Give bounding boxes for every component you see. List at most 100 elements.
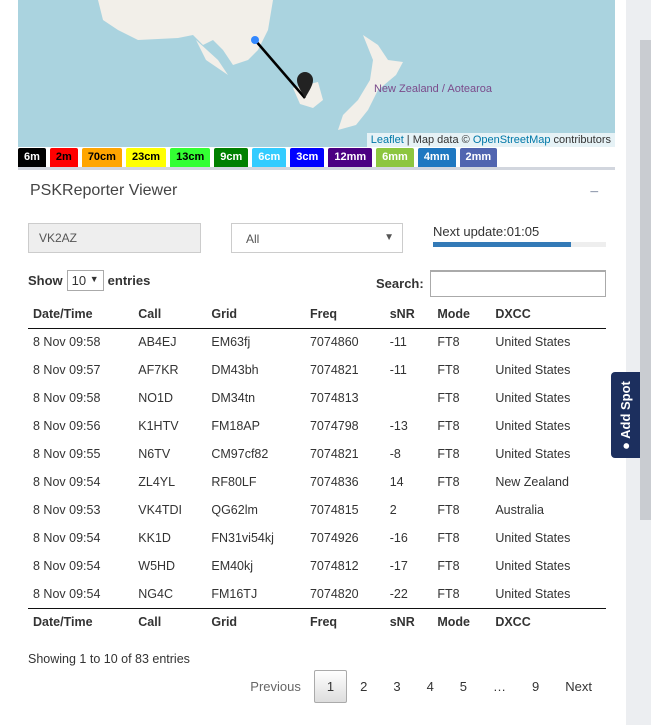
table-cell: 7074813 bbox=[309, 391, 359, 405]
table-row[interactable]: 8 Nov 09:58 AB4EJ EM63fj 7074860 -11 FT8 Unite… bbox=[28, 328, 606, 356]
table-cell: CM97cf82 bbox=[211, 447, 269, 461]
page-9[interactable]: 9 bbox=[532, 679, 540, 694]
band-9cm[interactable]: 9cm bbox=[214, 148, 249, 167]
filter-select[interactable]: All ▼ bbox=[231, 223, 403, 253]
table-cell: 7074812 bbox=[309, 559, 359, 573]
page-1[interactable]: 1 bbox=[313, 670, 348, 703]
entries-label: entries bbox=[107, 273, 151, 288]
table-cell: -16 bbox=[389, 531, 408, 545]
table-cell: RF80LF bbox=[211, 475, 257, 489]
map-pin-icon[interactable] bbox=[297, 72, 313, 98]
table-cell: FT8 bbox=[437, 363, 460, 377]
table-cell: DM34tn bbox=[211, 391, 256, 405]
band-2mm[interactable]: 2mm bbox=[459, 148, 498, 167]
page-previous[interactable]: Previous bbox=[250, 679, 301, 694]
attr-text: contributors bbox=[550, 134, 611, 146]
entries-select[interactable]: 10 ▼ bbox=[66, 270, 104, 291]
column-header-snr[interactable]: sNR bbox=[384, 607, 433, 636]
table-cell: 7074836 bbox=[309, 475, 359, 489]
table-cell: -8 bbox=[389, 447, 401, 461]
search-input[interactable] bbox=[429, 270, 606, 297]
table-cell: -17 bbox=[389, 559, 408, 573]
pagination: Previous 1 2 3 4 5 … 9 Next bbox=[237, 670, 605, 703]
band-4mm[interactable]: 4mm bbox=[417, 148, 456, 167]
band-13cm[interactable]: 13cm bbox=[170, 148, 211, 167]
table-cell: 8 Nov 09:53 bbox=[33, 503, 101, 517]
panel-title: PSKReporter Viewer bbox=[30, 182, 178, 199]
table-row[interactable]: 8 Nov 09:56 K1HTV FM18AP 7074798 -13 FT8 Unite… bbox=[28, 412, 606, 440]
page-ellipsis: … bbox=[493, 679, 507, 694]
column-header-datetime[interactable]: Date/Time bbox=[28, 300, 134, 329]
table-cell: N6TV bbox=[138, 447, 171, 461]
add-spot-button[interactable]: ● Add Spot bbox=[611, 372, 640, 458]
table-cell: FT8 bbox=[437, 475, 460, 489]
length-control: Show 10 ▼ entries bbox=[28, 270, 150, 291]
column-header-mode[interactable]: Mode bbox=[432, 300, 491, 329]
spots-table: Date/Time Call Grid Freq sNR Mode DXCC 8 Nov 0… bbox=[28, 300, 606, 636]
page-2[interactable]: 2 bbox=[360, 679, 368, 694]
osm-link[interactable]: OpenStreetMap bbox=[472, 134, 551, 146]
table-cell: 8 Nov 09:57 bbox=[33, 363, 101, 377]
leaflet-link[interactable]: Leaflet bbox=[370, 134, 404, 146]
table-cell: FM16TJ bbox=[211, 586, 258, 601]
table-row[interactable]: 8 Nov 09:54 W5HD EM40kj 7074812 -17 FT8 United… bbox=[28, 552, 606, 580]
table-row[interactable]: 8 Nov 09:53 VK4TDI QG62lm 7074815 2 FT8 Austra… bbox=[28, 496, 606, 524]
table-row[interactable]: 8 Nov 09:57 AF7KR DM43bh 7074821 -11 FT8 Unite… bbox=[28, 356, 606, 384]
table-cell: FM18AP bbox=[211, 419, 260, 433]
band-2m[interactable]: 2m bbox=[49, 148, 78, 167]
page-next[interactable]: Next bbox=[565, 679, 592, 694]
table-cell: KK1D bbox=[138, 531, 171, 545]
page-4[interactable]: 4 bbox=[426, 679, 434, 694]
scrollbar-thumb[interactable] bbox=[640, 40, 651, 520]
page-5[interactable]: 5 bbox=[459, 679, 468, 694]
band-6cm[interactable]: 6cm bbox=[252, 148, 287, 167]
table-row[interactable]: 8 Nov 09:54 ZL4YL RF80LF 7074836 14 FT8 New Ze… bbox=[28, 468, 606, 496]
map-country-label: New Zealand / Aotearoa bbox=[374, 83, 493, 95]
table-cell: FT8 bbox=[437, 503, 460, 517]
column-header-dxcc[interactable]: DXCC bbox=[490, 607, 606, 636]
column-header-datetime[interactable]: Date/Time bbox=[28, 607, 134, 636]
table-cell: -22 bbox=[389, 586, 408, 601]
page-3[interactable]: 3 bbox=[393, 679, 401, 694]
table-cell: United States bbox=[495, 559, 571, 573]
station-marker[interactable] bbox=[251, 36, 259, 44]
table-cell: FT8 bbox=[437, 335, 460, 350]
table-cell: 8 Nov 09:54 bbox=[33, 586, 101, 601]
table-cell: W5HD bbox=[138, 559, 176, 573]
table-cell: ZL4YL bbox=[138, 475, 176, 489]
band-23cm[interactable]: 23cm bbox=[125, 148, 167, 167]
column-header-mode[interactable]: Mode bbox=[432, 607, 491, 636]
column-header-freq[interactable]: Freq bbox=[304, 607, 385, 636]
table-cell: FT8 bbox=[437, 531, 460, 545]
map[interactable]: New Zealand / Aotearoa Leaflet | Map dat… bbox=[18, 0, 615, 147]
column-header-grid[interactable]: Grid bbox=[206, 300, 305, 329]
band-3cm[interactable]: 3cm bbox=[290, 148, 325, 167]
table-cell: 7074798 bbox=[309, 419, 359, 433]
collapse-button[interactable]: − bbox=[589, 184, 599, 201]
table-cell: DM43bh bbox=[211, 363, 259, 377]
table-cell: -11 bbox=[389, 363, 407, 377]
table-cell: Australia bbox=[495, 503, 544, 517]
table-cell: United States bbox=[495, 419, 571, 433]
table-cell: AF7KR bbox=[138, 363, 179, 377]
table-cell: 7074821 bbox=[309, 363, 359, 377]
table-cell: United States bbox=[495, 335, 571, 350]
band-70cm[interactable]: 70cm bbox=[81, 148, 122, 167]
column-header-snr[interactable]: sNR bbox=[384, 300, 433, 329]
table-cell: 8 Nov 09:54 bbox=[33, 475, 101, 489]
column-header-call[interactable]: Call bbox=[133, 607, 207, 636]
column-header-call[interactable]: Call bbox=[133, 300, 207, 329]
psk-panel: PSKReporter Viewer − VK2AZ All ▼ Next upd… bbox=[18, 167, 615, 727]
column-header-dxcc[interactable]: DXCC bbox=[490, 300, 606, 329]
table-row[interactable]: 8 Nov 09:58 NO1D DM34tn 7074813 FT8 United St… bbox=[28, 384, 606, 412]
table-row[interactable]: 8 Nov 09:55 N6TV CM97cf82 7074821 -8 FT8 Unite… bbox=[28, 440, 606, 468]
band-6mm[interactable]: 6mm bbox=[376, 148, 414, 167]
band-12mm[interactable]: 12mm bbox=[328, 148, 373, 167]
callsign-input[interactable]: VK2AZ bbox=[28, 223, 201, 253]
table-row[interactable]: 8 Nov 09:54 KK1D FN31vi54kj 7074926 -16 FT8 Un… bbox=[28, 524, 606, 552]
filter-value: All bbox=[246, 232, 260, 246]
table-row[interactable]: 8 Nov 09:54 NG4C FM16TJ 7074820 -22 FT8 United… bbox=[28, 580, 606, 608]
column-header-freq[interactable]: Freq bbox=[304, 300, 385, 329]
column-header-grid[interactable]: Grid bbox=[206, 607, 305, 636]
band-6m[interactable]: 6m bbox=[18, 148, 46, 167]
